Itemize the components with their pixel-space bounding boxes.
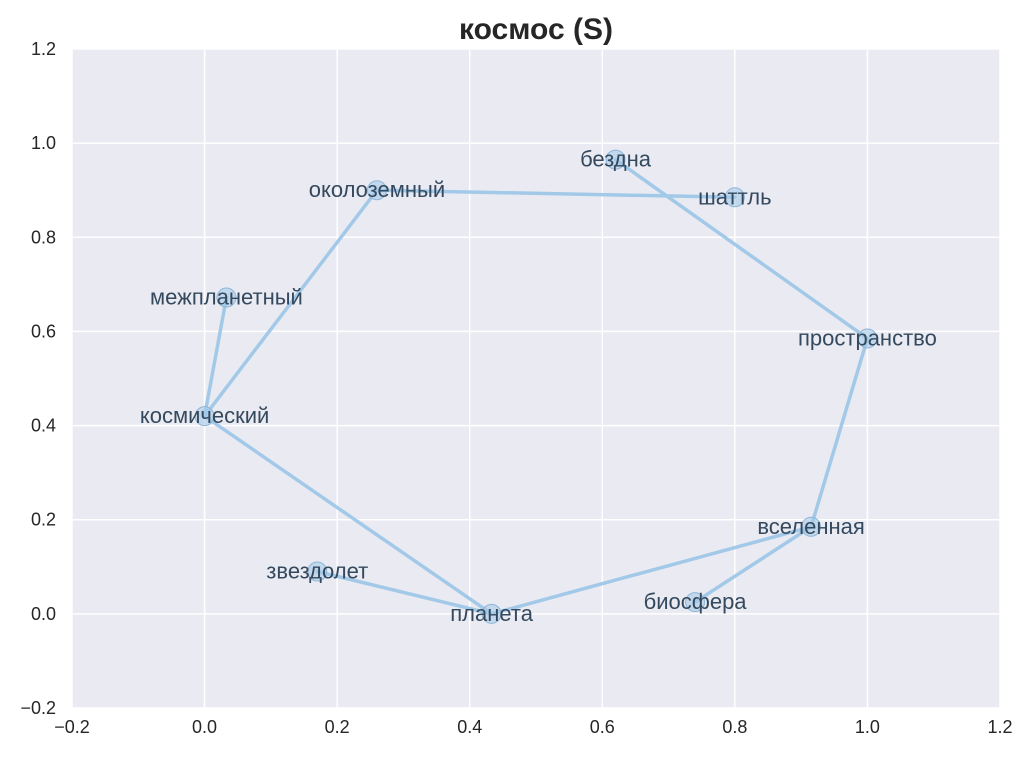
markers [194, 149, 878, 624]
x-tick-labels: −0.2 0.0 0.2 0.4 0.6 0.8 1.0 1.2 [54, 717, 1012, 737]
edge-line [202, 414, 494, 616]
grid [71, 48, 1001, 709]
edges [202, 157, 870, 616]
point-marker [216, 287, 237, 308]
edge-line [693, 525, 813, 604]
plot-background [72, 49, 1000, 708]
point-label: бездна [580, 147, 652, 172]
x-tick-label: 0.6 [590, 717, 615, 737]
y-tick-label: 1.2 [31, 39, 56, 59]
point-marker [605, 149, 626, 170]
x-tick-label: 0.4 [457, 717, 482, 737]
x-tick-label: 0.0 [192, 717, 217, 737]
point-marker [857, 328, 878, 349]
edge-line [613, 157, 870, 341]
point-label: планета [450, 601, 533, 626]
x-tick-label: −0.2 [54, 717, 90, 737]
y-tick-label: 0.8 [31, 227, 56, 247]
point-marker [481, 603, 502, 624]
point-marker [366, 180, 387, 201]
y-tick-label: 1.0 [31, 133, 56, 153]
y-tick-label: 0.6 [31, 321, 56, 341]
y-tick-labels: −0.2 0.0 0.2 0.4 0.6 0.8 1.0 1.2 [20, 39, 56, 718]
point-label: биосфера [644, 589, 748, 614]
point-label: шаттль [698, 184, 771, 209]
point-marker [685, 592, 706, 613]
x-tick-label: 0.8 [722, 717, 747, 737]
x-tick-label: 1.2 [987, 717, 1012, 737]
edge-line [809, 336, 870, 529]
edge-line [375, 188, 737, 200]
point-label: вселенная [757, 514, 864, 539]
point-marker [194, 406, 215, 427]
edge-line [202, 188, 379, 418]
edge-line [315, 569, 494, 616]
x-tick-label: 0.2 [325, 717, 350, 737]
y-tick-label: 0.0 [31, 604, 56, 624]
y-tick-label: −0.2 [20, 698, 56, 718]
point-marker [724, 187, 745, 208]
edge-line [489, 525, 813, 616]
y-tick-label: 0.4 [31, 416, 56, 436]
point-label: пространство [798, 325, 937, 350]
point-label: межпланетный [150, 285, 303, 310]
point-label: звездолет [266, 558, 368, 583]
point-marker [801, 516, 822, 537]
point-label: околоземный [309, 177, 445, 202]
chart-title: космос (S) [459, 13, 613, 46]
point-marker [307, 561, 328, 582]
y-tick-label: 0.2 [31, 510, 56, 530]
x-tick-label: 1.0 [855, 717, 880, 737]
point-labels: бездна шаттль околоземный межпланетный косми… [140, 147, 937, 626]
edge-line [202, 295, 229, 418]
point-label: космический [140, 403, 269, 428]
